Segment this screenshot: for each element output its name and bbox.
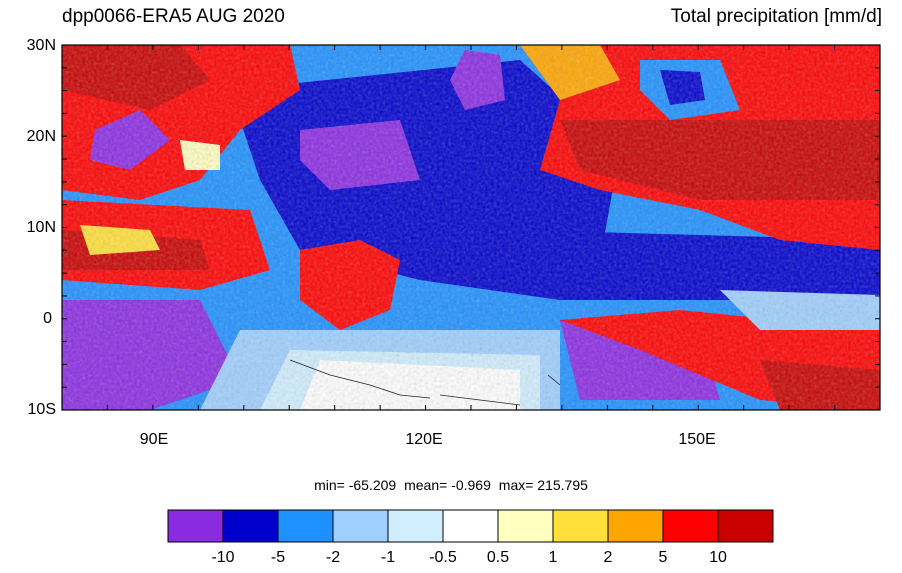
- colorbar-swatch: [222, 509, 279, 543]
- colorbar-swatch: [497, 509, 554, 543]
- colorbar-tick-label: 10: [709, 549, 727, 566]
- lat-label-30n: 30N: [26, 37, 56, 54]
- lon-label-90e: 90E: [139, 431, 169, 448]
- stats-line: min= -65.209 mean= -0.969 max= 215.795: [0, 477, 902, 493]
- colorbar-tick-label: -2: [325, 549, 341, 566]
- colorbar-swatch: [332, 509, 389, 543]
- colorbar-tick-label: 1: [548, 549, 558, 566]
- colorbar-tick-label: 2: [603, 549, 613, 566]
- colorbar-tick-label: -1: [380, 549, 396, 566]
- lat-label-20n: 20N: [26, 128, 56, 145]
- stat-mean: mean= -0.969: [404, 477, 491, 493]
- map-field: [62, 45, 880, 410]
- lon-label-150e: 150E: [678, 431, 716, 448]
- colorbar-swatch: [717, 509, 774, 543]
- lat-label-10n: 10N: [26, 219, 56, 236]
- colorbar-tick-label: -0.5: [429, 549, 457, 566]
- colorbar-tick-label: 5: [658, 549, 668, 566]
- colorbar-tick-label: -10: [211, 549, 235, 566]
- stat-max: max= 215.795: [498, 477, 588, 493]
- lon-label-120e: 120E: [405, 431, 443, 448]
- colorbar-swatch: [167, 509, 224, 543]
- plot-title: dpp0066-ERA5 AUG 2020: [62, 6, 285, 27]
- colorbar-swatch: [607, 509, 664, 543]
- colorbar-tick-label: 0.5: [486, 549, 510, 566]
- stat-min: min= -65.209: [314, 477, 397, 493]
- colorbar-swatch: [442, 509, 499, 543]
- colorbar-swatch: [552, 509, 609, 543]
- colorbar-swatch: [387, 509, 444, 543]
- lat-label-0: 0: [43, 310, 52, 327]
- lat-label-10s: 10S: [27, 401, 56, 418]
- colorbar-swatch: [662, 509, 719, 543]
- colorbar-swatch: [277, 509, 334, 543]
- colorbar: [167, 509, 774, 543]
- colorbar-tick-label: -5: [270, 549, 286, 566]
- variable-title: Total precipitation [mm/d]: [670, 6, 882, 27]
